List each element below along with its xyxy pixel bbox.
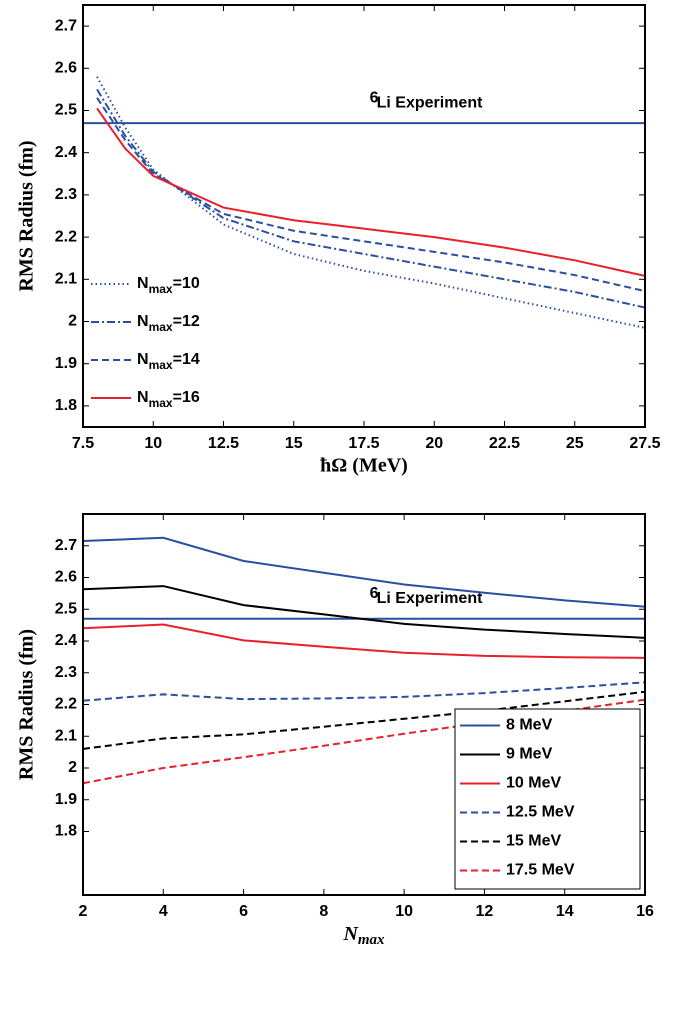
y-tick-label: 2 bbox=[68, 313, 77, 330]
series-line bbox=[82, 623, 646, 659]
y-tick-label: 2.4 bbox=[55, 632, 77, 649]
x-tick-label: 12 bbox=[476, 903, 494, 920]
x-tick-label: 22.5 bbox=[489, 435, 520, 452]
x-tick-label: 6 bbox=[239, 903, 248, 920]
y-tick-label: 2.3 bbox=[55, 664, 77, 681]
y-tick-label: 2.7 bbox=[55, 537, 77, 554]
y-tick-label: 2 bbox=[68, 759, 77, 776]
x-axis-title: ħΩ (MeV) bbox=[320, 455, 408, 477]
x-tick-label: 14 bbox=[556, 903, 574, 920]
annotation: Li Experiment bbox=[377, 94, 483, 111]
y-tick-label: 1.8 bbox=[55, 823, 77, 840]
x-tick-label: 7.5 bbox=[72, 435, 94, 452]
annotation: Li Experiment bbox=[377, 590, 483, 607]
legend-label: 12.5 MeV bbox=[506, 804, 575, 821]
legend-box bbox=[454, 708, 641, 890]
y-tick-label: 2.4 bbox=[55, 144, 77, 161]
legend-label: Nmax=12 bbox=[137, 313, 200, 334]
y-tick-label: 1.9 bbox=[55, 791, 77, 808]
y-tick-label: 2.6 bbox=[55, 60, 77, 77]
x-tick-label: 10 bbox=[144, 435, 162, 452]
series-line bbox=[82, 690, 646, 750]
plot-frame bbox=[82, 513, 646, 896]
series-line bbox=[82, 585, 646, 639]
y-tick-label: 2.2 bbox=[55, 696, 77, 713]
x-tick-label: 20 bbox=[425, 435, 443, 452]
plot-frame bbox=[82, 4, 646, 428]
x-tick-label: 4 bbox=[159, 903, 168, 920]
y-tick-label: 1.8 bbox=[55, 397, 77, 414]
y-tick-label: 2.5 bbox=[55, 102, 77, 119]
series-line bbox=[96, 97, 646, 293]
x-axis-title: Nmax bbox=[342, 923, 385, 949]
y-tick-label: 2.6 bbox=[55, 569, 77, 586]
series-line bbox=[96, 88, 646, 309]
x-tick-label: 16 bbox=[636, 903, 654, 920]
x-tick-label: 12.5 bbox=[208, 435, 239, 452]
x-tick-label: 15 bbox=[285, 435, 303, 452]
y-tick-label: 2.7 bbox=[55, 17, 77, 34]
y-tick-label: 1.9 bbox=[55, 355, 77, 372]
legend-label: Nmax=14 bbox=[137, 351, 200, 372]
y-tick-label: 2.5 bbox=[55, 600, 77, 617]
legend-label: Nmax=16 bbox=[137, 389, 200, 410]
series-line bbox=[96, 107, 646, 277]
series-line bbox=[82, 681, 646, 702]
x-tick-label: 25 bbox=[566, 435, 584, 452]
legend-label: 17.5 MeV bbox=[506, 862, 575, 879]
annotation-sup: 6 bbox=[370, 89, 379, 106]
y-tick-label: 2.1 bbox=[55, 271, 77, 288]
legend-label: 15 MeV bbox=[506, 833, 561, 850]
legend-label: 10 MeV bbox=[506, 775, 561, 792]
y-tick-label: 2.3 bbox=[55, 186, 77, 203]
legend-label: 8 MeV bbox=[506, 717, 553, 734]
y-tick-label: 2.1 bbox=[55, 727, 77, 744]
x-tick-label: 27.5 bbox=[629, 435, 660, 452]
x-tick-label: 10 bbox=[395, 903, 413, 920]
x-tick-label: 8 bbox=[319, 903, 328, 920]
legend-label: Nmax=10 bbox=[137, 275, 200, 296]
y-axis-title: RMS Radius (fm) bbox=[16, 140, 38, 291]
x-tick-label: 2 bbox=[79, 903, 88, 920]
annotation-sup: 6 bbox=[370, 585, 379, 602]
y-tick-label: 2.2 bbox=[55, 228, 77, 245]
legend-label: 9 MeV bbox=[506, 746, 553, 763]
y-axis-title: RMS Radius (fm) bbox=[16, 629, 38, 780]
x-tick-label: 17.5 bbox=[348, 435, 379, 452]
series-line bbox=[82, 536, 646, 608]
